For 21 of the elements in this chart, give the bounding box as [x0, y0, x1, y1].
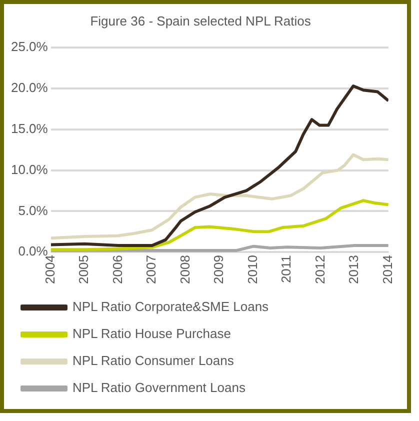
- x-tick-label: 2005: [76, 255, 92, 284]
- y-tick-label: 25.0%: [10, 39, 48, 54]
- y-tick-label: 5.0%: [18, 202, 48, 218]
- legend-label: NPL Ratio House Purchase: [72, 326, 231, 342]
- y-tick-label: 15.0%: [10, 120, 48, 136]
- legend-label: NPL Ratio Government Loans: [72, 380, 246, 396]
- x-tick-label: 2006: [110, 255, 125, 284]
- x-tick-label: 2014: [380, 255, 395, 284]
- chart-title: Figure 36 - Spain selected NPL Ratios: [90, 13, 312, 28]
- x-tick-label: 2010: [244, 255, 260, 284]
- x-tick-label: 2007: [144, 255, 159, 284]
- x-tick-label: 2013: [346, 255, 362, 284]
- legend-label: NPL Ratio Consumer Loans: [72, 353, 234, 368]
- x-tick-label: 2009: [211, 255, 226, 284]
- x-tick-label: 2004: [42, 255, 58, 284]
- x-tick-label: 2012: [312, 255, 328, 284]
- y-tick-label: 20.0%: [10, 80, 48, 96]
- x-tick-label: 2011: [278, 255, 294, 284]
- legend-label: NPL Ratio Corporate&SME Loans: [72, 299, 270, 314]
- x-tick-label: 2008: [177, 255, 192, 284]
- y-tick-label: 10.0%: [10, 162, 48, 177]
